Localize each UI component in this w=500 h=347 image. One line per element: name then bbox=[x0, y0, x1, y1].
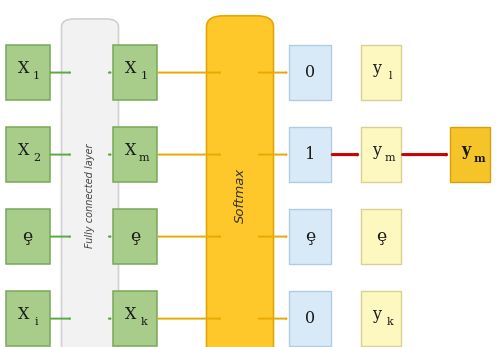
FancyBboxPatch shape bbox=[6, 127, 50, 182]
Text: 1: 1 bbox=[33, 71, 40, 81]
Text: m: m bbox=[138, 153, 149, 163]
FancyBboxPatch shape bbox=[289, 291, 331, 346]
FancyBboxPatch shape bbox=[289, 45, 331, 100]
Text: ȩ: ȩ bbox=[376, 228, 386, 245]
FancyBboxPatch shape bbox=[360, 127, 402, 182]
Text: X: X bbox=[126, 142, 136, 159]
Text: y: y bbox=[372, 142, 382, 159]
Text: k: k bbox=[386, 318, 394, 328]
FancyBboxPatch shape bbox=[360, 45, 402, 100]
Text: 1: 1 bbox=[140, 71, 147, 81]
Text: ȩ: ȩ bbox=[22, 228, 32, 245]
Text: X: X bbox=[126, 60, 136, 77]
Text: 1: 1 bbox=[305, 146, 315, 163]
FancyBboxPatch shape bbox=[113, 45, 157, 100]
FancyBboxPatch shape bbox=[289, 209, 331, 264]
Text: m: m bbox=[473, 153, 485, 164]
Text: X: X bbox=[126, 306, 136, 323]
Text: y: y bbox=[372, 306, 382, 323]
Text: m: m bbox=[384, 153, 396, 163]
FancyBboxPatch shape bbox=[113, 209, 157, 264]
FancyBboxPatch shape bbox=[6, 291, 50, 346]
Text: Softmax: Softmax bbox=[234, 168, 246, 223]
FancyBboxPatch shape bbox=[289, 127, 331, 182]
Text: ȩ: ȩ bbox=[305, 228, 315, 245]
Text: X: X bbox=[18, 306, 29, 323]
FancyBboxPatch shape bbox=[360, 291, 402, 346]
Text: Fully connected layer: Fully connected layer bbox=[85, 143, 95, 248]
Text: 0: 0 bbox=[305, 64, 315, 81]
FancyBboxPatch shape bbox=[206, 16, 274, 347]
Text: 0: 0 bbox=[305, 310, 315, 327]
FancyBboxPatch shape bbox=[113, 127, 157, 182]
Text: X: X bbox=[18, 142, 29, 159]
Text: y: y bbox=[372, 60, 382, 77]
Text: l: l bbox=[388, 71, 392, 81]
Text: 2: 2 bbox=[33, 153, 40, 163]
Text: i: i bbox=[34, 318, 38, 328]
FancyBboxPatch shape bbox=[113, 291, 157, 346]
FancyBboxPatch shape bbox=[360, 209, 402, 264]
FancyBboxPatch shape bbox=[6, 45, 50, 100]
FancyBboxPatch shape bbox=[62, 19, 118, 347]
FancyBboxPatch shape bbox=[6, 209, 50, 264]
FancyBboxPatch shape bbox=[450, 127, 490, 182]
Text: y: y bbox=[462, 142, 470, 159]
Text: ȩ: ȩ bbox=[130, 228, 140, 245]
Text: X: X bbox=[18, 60, 29, 77]
Text: k: k bbox=[140, 318, 147, 328]
